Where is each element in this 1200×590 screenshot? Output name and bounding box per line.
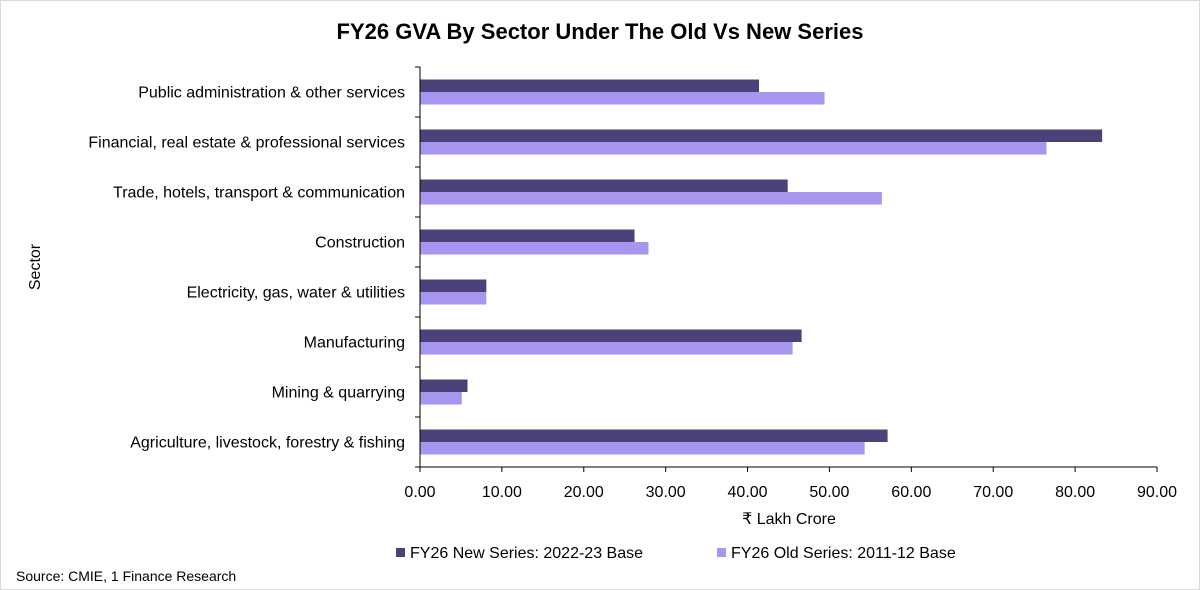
bar-new-series [420,429,888,442]
bar-old-series [420,342,793,355]
bar-old-series [420,292,487,305]
category-label: Agriculture, livestock, forestry & fishi… [130,435,405,452]
bar-old-series [420,192,882,205]
x-tick-label: 10.00 [482,484,522,501]
category-label: Financial, real estate & professional se… [88,135,405,152]
bar-new-series [420,329,802,342]
category-label: Manufacturing [304,335,405,352]
category-label: Electricity, gas, water & utilities [187,285,405,302]
category-label: Public administration & other services [138,85,405,102]
bar-old-series [420,392,462,405]
legend-swatch [717,548,726,557]
x-tick-label: 70.00 [973,484,1013,501]
y-axis-label: Sector [27,243,44,290]
bar-old-series [420,242,649,255]
category-label: Trade, hotels, transport & communication [113,185,405,202]
legend-label: FY26 Old Series: 2011-12 Base [731,545,956,562]
bar-old-series [420,142,1047,155]
category-label: Construction [315,235,405,252]
x-tick-label: 20.00 [564,484,604,501]
source-note: Source: CMIE, 1 Finance Research [16,568,236,584]
x-tick-label: 30.00 [646,484,686,501]
x-tick-label: 40.00 [728,484,768,501]
bar-new-series [420,79,760,92]
x-tick-label: 80.00 [1055,484,1095,501]
bar-old-series [420,442,865,455]
bar-new-series [420,129,1103,142]
bar-new-series [420,279,487,292]
bar-new-series [420,379,468,392]
x-tick-label: 0.00 [404,484,435,501]
category-label: Mining & quarrying [272,385,405,402]
x-axis-label: ₹ Lakh Crore [742,511,836,528]
bar-new-series [420,179,788,192]
x-tick-label: 90.00 [1137,484,1177,501]
chart-title: FY26 GVA By Sector Under The Old Vs New … [337,19,864,44]
bar-old-series [420,92,825,105]
legend-swatch [396,548,405,557]
legend-label: FY26 New Series: 2022-23 Base [410,545,643,562]
x-tick-label: 50.00 [809,484,849,501]
bar-new-series [420,229,635,242]
x-tick-label: 60.00 [891,484,931,501]
